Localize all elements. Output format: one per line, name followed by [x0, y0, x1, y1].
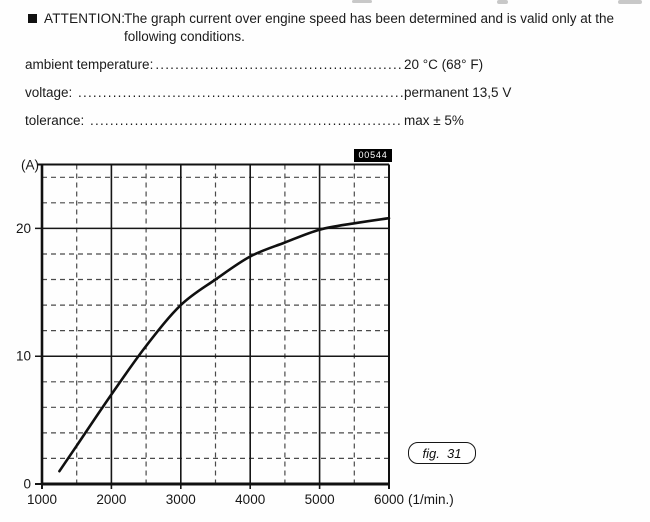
y-axis-unit: (A)	[21, 158, 39, 173]
svg-text:10: 10	[16, 349, 31, 364]
current-chart-svg: 1000 2000 3000 4000 5000 6000 (1/min.) 0 10 20 (A)	[16, 158, 454, 508]
scan-artifact	[497, 0, 508, 4]
y-tick-labels: 0 10 20	[16, 221, 31, 492]
dot-leader: ........................................…	[90, 113, 403, 128]
current-over-engine-speed-chart: 1000 2000 3000 4000 5000 6000 (1/min.) 0 10 20 (A)…	[0, 142, 650, 522]
svg-text:0: 0	[23, 477, 31, 492]
figure-caption: fig. 31	[422, 445, 462, 461]
figure-caption-badge: fig. 31	[408, 442, 476, 464]
dot-leader: ........................................…	[155, 57, 403, 72]
svg-text:6000: 6000	[374, 492, 404, 507]
svg-text:5000: 5000	[305, 492, 335, 507]
current-curve	[58, 216, 391, 473]
svg-text:1000: 1000	[27, 492, 57, 507]
x-tick-labels: 1000 2000 3000 4000 5000 6000	[27, 492, 404, 507]
attention-square-icon	[28, 14, 37, 23]
image-number-badge: 00544	[354, 149, 392, 162]
condition-row-ambient-temperature: ambient temperature: ...................…	[25, 57, 483, 72]
svg-text:4000: 4000	[235, 492, 265, 507]
condition-label: tolerance:	[25, 113, 89, 128]
condition-value: 20 °C (68° F)	[404, 57, 484, 72]
condition-value: max ± 5%	[404, 113, 464, 128]
scan-artifact	[618, 0, 642, 4]
condition-label: ambient temperature:	[25, 57, 154, 72]
x-axis-unit: (1/min.)	[408, 492, 454, 507]
condition-row-voltage: voltage: ...............................…	[25, 85, 511, 100]
condition-row-tolerance: tolerance: .............................…	[25, 113, 464, 128]
condition-value: permanent 13,5 V	[404, 85, 512, 100]
chart-grid	[35, 163, 390, 489]
attention-note: ATTENTION: The graph current over engine…	[28, 10, 629, 46]
svg-text:20: 20	[16, 221, 31, 236]
svg-text:3000: 3000	[166, 492, 196, 507]
scan-artifact	[352, 0, 372, 3]
condition-label: voltage:	[25, 85, 77, 100]
attention-text: The graph current over engine speed has …	[124, 11, 615, 44]
attention-label: ATTENTION:	[44, 11, 126, 26]
svg-text:2000: 2000	[96, 492, 126, 507]
dot-leader: ........................................…	[78, 85, 403, 100]
